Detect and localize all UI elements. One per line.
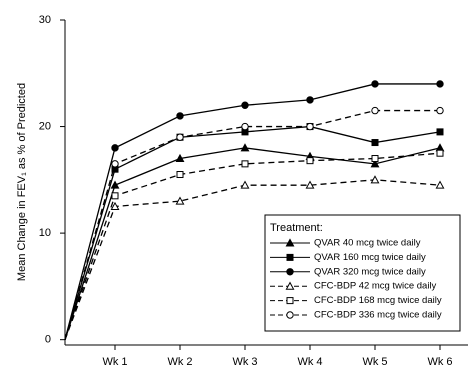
- x-tick-label: Wk 5: [362, 356, 387, 368]
- legend: Treatment: QVAR 40 mcg twice daily QVAR 16…: [270, 222, 442, 321]
- y-tick-label: 10: [39, 227, 51, 239]
- y-axis-label: Mean Change in FEV₁ as % of Predicted: [16, 83, 28, 281]
- data-point: [110, 201, 120, 210]
- data-point: [436, 128, 444, 136]
- data-point: [176, 133, 184, 141]
- data-point: [175, 153, 185, 163]
- data-point: [306, 122, 314, 131]
- legend-label: CFC-BDP 42 mcg twice daily: [314, 281, 437, 292]
- legend-title: Treatment:: [270, 222, 323, 234]
- data-point: [241, 101, 249, 109]
- data-point: [241, 122, 249, 131]
- x-tick-label: Wk 6: [427, 356, 452, 368]
- data-point: [176, 171, 184, 179]
- x-tick-label: Wk 4: [297, 356, 322, 368]
- x-tick-label: Wk 1: [102, 356, 127, 368]
- data-point: [240, 143, 250, 152]
- data-point: [241, 160, 249, 168]
- legend-marker: [285, 238, 295, 247]
- data-point: [436, 106, 444, 115]
- data-point: [436, 80, 444, 88]
- y-tick-label: 30: [39, 14, 51, 26]
- data-point: [111, 192, 119, 200]
- legend-label: CFC-BDP 336 mcg twice daily: [314, 310, 442, 321]
- legend-label: QVAR 160 mcg twice daily: [314, 252, 426, 263]
- legend-marker: [286, 297, 294, 305]
- data-point: [111, 144, 119, 152]
- data-point: [436, 149, 444, 157]
- legend-marker: [286, 311, 294, 319]
- data-point: [370, 175, 380, 184]
- legend-marker: [285, 281, 295, 290]
- data-point: [176, 112, 184, 120]
- y-tick-label: 0: [45, 334, 51, 346]
- legend-label: QVAR 40 mcg twice daily: [314, 238, 421, 249]
- data-point: [305, 180, 315, 189]
- data-point: [371, 139, 379, 147]
- data-point: [240, 180, 250, 189]
- data-point: [110, 180, 120, 189]
- data-point: [306, 157, 314, 165]
- data-point: [370, 159, 380, 168]
- y-tick-label: 20: [39, 120, 51, 132]
- legend-box: [264, 214, 461, 332]
- data-point: [175, 196, 185, 205]
- data-point: [371, 80, 379, 88]
- data-point: [111, 160, 119, 168]
- data-point: [371, 106, 379, 115]
- data-point: [371, 155, 379, 163]
- x-tick-label: Wk 2: [167, 356, 192, 368]
- data-point: [306, 96, 314, 104]
- legend-label: CFC-BDP 168 mcg twice daily: [314, 295, 442, 306]
- legend-marker: [286, 253, 294, 261]
- x-tick-label: Wk 3: [232, 356, 257, 368]
- legend-label: QVAR 320 mcg twice daily: [314, 266, 426, 277]
- legend-marker: [286, 268, 294, 276]
- data-point: [435, 180, 445, 189]
